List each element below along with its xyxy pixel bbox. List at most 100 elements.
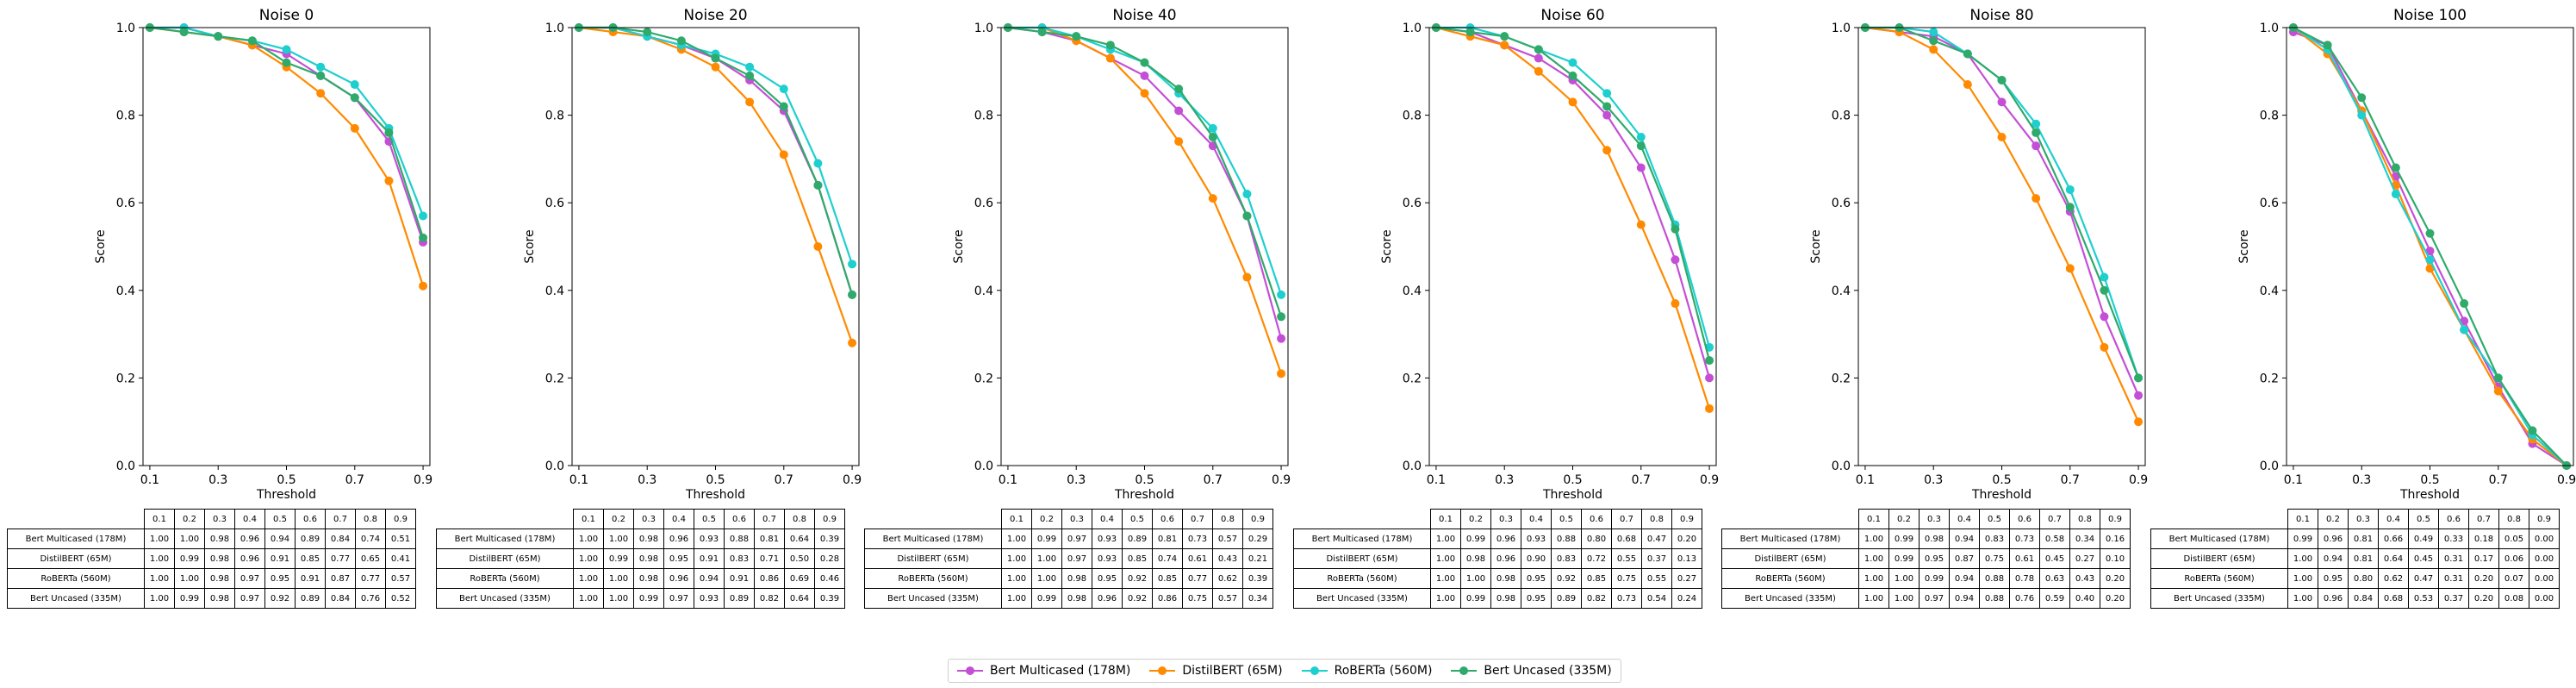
table-cell: 1.00 (174, 568, 205, 589)
y-tick-label: 0.8 (545, 109, 564, 123)
data-point (2528, 426, 2537, 435)
table-cell: 1.00 (1430, 529, 1461, 549)
data-point (1534, 53, 1543, 63)
table-row-label: RoBERTa (560M) (436, 568, 574, 589)
x-tick-label: 0.1 (999, 473, 1017, 487)
data-point (1568, 97, 1577, 107)
legend-label: Bert Multicased (178M) (990, 664, 1131, 678)
x-axis-label: Threshold (1971, 488, 2032, 502)
table-cell: 0.96 (663, 568, 694, 589)
table-cell: 0.82 (754, 588, 785, 609)
table-cell: 0.85 (1122, 548, 1153, 569)
table-header-cell: 0.3 (1490, 509, 1521, 529)
y-tick-label: 0.8 (2260, 109, 2279, 123)
y-tick-label: 1.0 (1403, 22, 1422, 35)
x-tick-label: 0.5 (1563, 473, 1582, 487)
data-point (779, 150, 788, 159)
table-row: RoBERTa (560M) 1.00 1.00 0.98 0.95 0.92 0.85 0.… (864, 568, 1273, 589)
data-point (1705, 373, 1714, 383)
y-axis-label: Score (1380, 229, 1394, 263)
table-row-label: Bert Multicased (178M) (1293, 529, 1431, 549)
x-tick-label: 0.1 (569, 473, 588, 487)
table-cell: 0.95 (1092, 568, 1123, 589)
series-line (2293, 27, 2567, 466)
table-cell: 0.43 (1212, 548, 1243, 569)
series-roberta-560m (145, 23, 428, 221)
table-cell: 1.00 (1858, 588, 1889, 609)
x-tick-label: 0.7 (775, 473, 793, 487)
series-line (1007, 26, 1283, 317)
table-cell: 1.00 (144, 568, 175, 589)
table-header-cell: 0.9 (2529, 509, 2560, 529)
table-header-cell: 0.8 (784, 509, 815, 529)
table-cell: 0.59 (2039, 588, 2070, 609)
x-tick-label: 0.9 (843, 473, 862, 487)
legend-swatch-distilbert (1149, 666, 1176, 676)
data-point (1534, 45, 1543, 54)
table-cell: 0.31 (2438, 568, 2469, 589)
table-cell: 1.00 (1888, 568, 1920, 589)
data-point (1140, 71, 1149, 80)
y-tick-label: 0.6 (1832, 197, 1851, 210)
table-cell: 0.29 (1242, 529, 1273, 549)
table-cell: 0.98 (633, 548, 664, 569)
chart-title: Noise 0 (259, 7, 314, 24)
table-cell: 0.84 (325, 529, 356, 549)
table-row: Bert Multicased (178M) 1.00 1.00 0.98 0.96 0.… (7, 529, 416, 549)
table-cell: 0.98 (1460, 548, 1491, 569)
table-row-label: DistilBERT (65M) (2150, 548, 2288, 569)
y-tick-label: 1.0 (545, 22, 564, 35)
data-point (1105, 53, 1115, 63)
series-bert-uncased-335m (574, 23, 857, 299)
table-corner (2151, 510, 2288, 529)
table-cell: 0.57 (1212, 588, 1243, 609)
x-tick-label: 0.5 (706, 473, 725, 487)
data-point (1534, 66, 1543, 76)
plot-frame (1000, 27, 1289, 466)
table-cell: 0.06 (2498, 548, 2529, 569)
table-header-cell: 0.2 (2318, 509, 2349, 529)
data-point (1602, 89, 1612, 98)
table-row-label: Bert Uncased (335M) (2150, 588, 2288, 609)
data-point (1277, 290, 1286, 299)
data-point (1208, 123, 1217, 133)
table-cell: 0.94 (694, 568, 725, 589)
table-corner (1722, 510, 1859, 529)
data-point (2134, 373, 2144, 383)
table-cell: 0.89 (295, 529, 326, 549)
data-point (1242, 190, 1252, 199)
table-cell: 0.92 (264, 588, 296, 609)
table-cell: 0.95 (1521, 568, 1552, 589)
table-cell: 0.83 (1551, 548, 1582, 569)
data-point (779, 84, 788, 94)
table-cell: 0.20 (2100, 568, 2131, 589)
table-cell: 0.63 (2039, 568, 2070, 589)
chart-noise-40: Noise 40 0.0 0.2 0.4 0.6 0.8 1.0 0.1 0.3 0.5 0.7 0.… (952, 7, 1291, 502)
plot-frame (571, 27, 860, 466)
table-cell: 0.85 (1152, 568, 1183, 589)
table-cell: 0.88 (1551, 529, 1582, 549)
y-axis-label: Score (94, 229, 108, 263)
chart-title: Noise 100 (2393, 7, 2467, 24)
table-cell: 0.33 (2438, 529, 2469, 549)
table-row: Bert Uncased (335M) 1.00 0.99 0.98 0.95 0.89 0… (1293, 588, 1702, 609)
y-tick-label: 0.0 (2260, 460, 2279, 473)
table-cell: 0.98 (204, 529, 235, 549)
table-cell: 0.96 (1092, 588, 1123, 609)
data-point (2460, 299, 2469, 309)
table-cell: 1.00 (1430, 568, 1461, 589)
y-tick-label: 0.4 (1832, 285, 1851, 298)
table-cell: 0.00 (2529, 568, 2560, 589)
table-cell: 0.91 (724, 568, 755, 589)
chart-noise-100: Noise 100 0.0 0.2 0.4 0.6 0.8 1.0 0.1 0.3 0.5 0.7 0… (2237, 7, 2576, 502)
table-cell: 0.76 (2009, 588, 2040, 609)
table-header-cell: 0.1 (573, 509, 604, 529)
data-point (282, 45, 291, 54)
table-row-label: Bert Uncased (335M) (7, 588, 145, 609)
table-cell: 0.95 (264, 568, 296, 589)
data-point (2032, 141, 2041, 151)
table-row: Bert Uncased (335M) 1.00 0.99 0.98 0.97 0.92 0… (7, 588, 416, 609)
series-bert-multicased-178m (1003, 23, 1286, 343)
table-cell: 0.98 (1061, 568, 1092, 589)
table-header-row: 0.1 0.2 0.3 0.4 0.5 0.6 0.7 0.8 0.9 (865, 509, 1273, 529)
